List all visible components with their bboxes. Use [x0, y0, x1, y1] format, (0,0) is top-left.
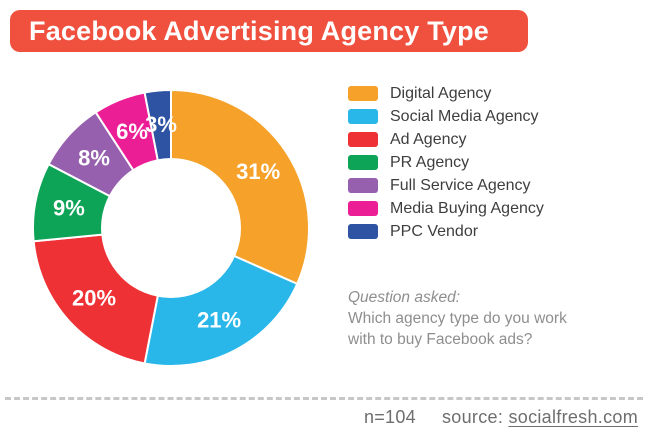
legend-swatch	[348, 224, 378, 239]
slice-label: 21%	[197, 308, 241, 333]
question-heading: Question asked:	[348, 289, 461, 306]
legend-label: Digital Agency	[390, 85, 492, 102]
sample-size: n=104	[363, 407, 416, 427]
legend-label: Ad Agency	[390, 131, 467, 148]
legend-label: PR Agency	[390, 154, 470, 171]
legend-item: PPC Vendor	[348, 223, 544, 240]
dashed-divider	[5, 397, 643, 400]
legend-label: Social Media Agency	[390, 108, 539, 125]
legend-label: PPC Vendor	[390, 223, 479, 240]
question-line-2: with to buy Facebook ads?	[348, 331, 533, 348]
legend-label: Media Buying Agency	[390, 200, 544, 217]
slice-label: 8%	[78, 146, 110, 171]
legend-swatch	[348, 155, 378, 170]
source-label: source:	[442, 407, 504, 427]
slice-label: 9%	[53, 196, 85, 221]
legend-item: PR Agency	[348, 154, 544, 171]
slice-label: 31%	[236, 159, 280, 184]
slice-label: 6%	[116, 119, 148, 144]
question-line-1: Which agency type do you work	[348, 310, 567, 327]
legend-item: Full Service Agency	[348, 177, 544, 194]
legend-swatch	[348, 178, 378, 193]
donut-hole	[101, 158, 241, 298]
title-banner: Facebook Advertising Agency Type	[10, 10, 528, 52]
question-block: Question asked: Which agency type do you…	[348, 287, 567, 350]
legend-label: Full Service Agency	[390, 177, 531, 194]
legend-swatch	[348, 132, 378, 147]
source-link[interactable]: socialfresh.com	[508, 407, 638, 427]
donut-chart: 31% 21% 20% 9% 8%6%3%	[32, 88, 310, 367]
legend-swatch	[348, 201, 378, 216]
legend-item: Social Media Agency	[348, 108, 544, 125]
footer: n=104 source: socialfresh.com	[364, 407, 638, 428]
legend-item: Digital Agency	[348, 85, 544, 102]
legend-item: Media Buying Agency	[348, 200, 544, 217]
legend-swatch	[348, 109, 378, 124]
slice-label: 20%	[72, 285, 116, 310]
page-title: Facebook Advertising Agency Type	[29, 15, 490, 46]
slice-label: 3%	[145, 112, 177, 137]
chart-legend: Digital Agency Social Media Agency Ad Agen…	[348, 86, 544, 247]
legend-swatch	[348, 86, 378, 101]
legend-item: Ad Agency	[348, 131, 544, 148]
